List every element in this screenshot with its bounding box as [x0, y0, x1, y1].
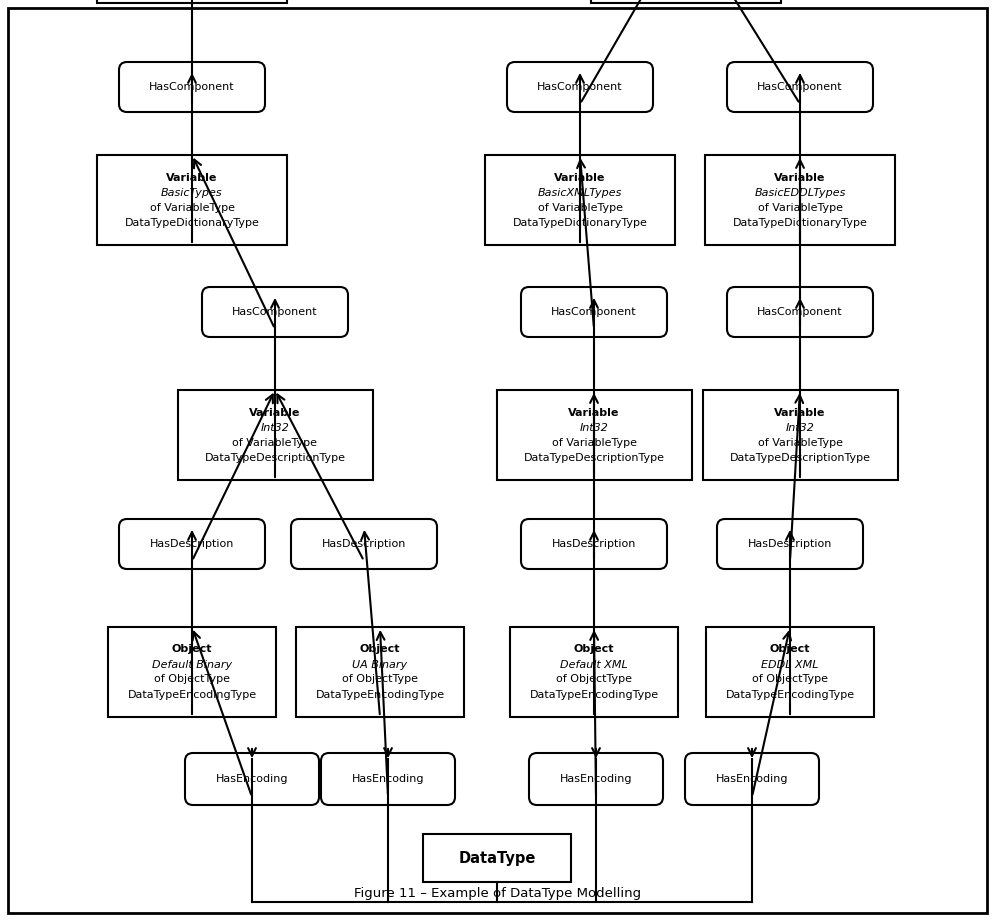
Text: HasDescription: HasDescription [552, 539, 635, 549]
FancyBboxPatch shape [119, 62, 264, 112]
Text: Variable: Variable [166, 172, 218, 182]
Bar [177, 390, 372, 480]
Text: DataTypeDictionaryType: DataTypeDictionaryType [512, 217, 647, 227]
Text: DataTypeDictionaryType: DataTypeDictionaryType [124, 217, 259, 227]
FancyBboxPatch shape [119, 519, 264, 569]
Bar [295, 627, 463, 717]
Text: Int32: Int32 [579, 423, 607, 433]
Text: BasicTypes: BasicTypes [161, 188, 223, 197]
Bar [96, 0, 286, 3]
Text: Variable: Variable [554, 172, 605, 182]
Text: Int32: Int32 [260, 423, 289, 433]
Text: of VariableType: of VariableType [537, 203, 622, 213]
Text: DataTypeDescriptionType: DataTypeDescriptionType [205, 452, 345, 462]
Text: of ObjectType: of ObjectType [342, 674, 417, 684]
Text: of VariableType: of VariableType [551, 437, 636, 448]
FancyBboxPatch shape [529, 753, 662, 805]
FancyBboxPatch shape [185, 753, 319, 805]
Text: HasComponent: HasComponent [149, 82, 235, 92]
Text: of VariableType: of VariableType [233, 437, 317, 448]
Text: Variable: Variable [773, 172, 825, 182]
Text: HasDescription: HasDescription [321, 539, 406, 549]
Text: Object: Object [574, 645, 613, 655]
Text: Variable: Variable [249, 407, 300, 417]
Text: EDDL XML: EDDL XML [760, 659, 818, 670]
Text: DataTypeDescriptionType: DataTypeDescriptionType [729, 452, 870, 462]
Bar [702, 390, 897, 480]
Text: HasEncoding: HasEncoding [715, 774, 787, 784]
FancyBboxPatch shape [521, 519, 666, 569]
Bar [705, 155, 894, 245]
Bar [496, 390, 691, 480]
Text: HasDescription: HasDescription [150, 539, 234, 549]
Text: of ObjectType: of ObjectType [556, 674, 631, 684]
Text: Figure 11 – Example of DataType Modelling: Figure 11 – Example of DataType Modellin… [354, 887, 640, 900]
Text: HasComponent: HasComponent [537, 82, 622, 92]
FancyBboxPatch shape [727, 62, 872, 112]
FancyBboxPatch shape [717, 519, 862, 569]
Bar [706, 627, 873, 717]
Text: BasicEDDLTypes: BasicEDDLTypes [753, 188, 845, 197]
Text: HasDescription: HasDescription [747, 539, 831, 549]
Text: of VariableType: of VariableType [756, 437, 842, 448]
Text: HasEncoding: HasEncoding [560, 774, 631, 784]
Text: DataType: DataType [458, 850, 535, 866]
Bar [422, 834, 571, 882]
Text: HasEncoding: HasEncoding [352, 774, 423, 784]
Text: of ObjectType: of ObjectType [751, 674, 827, 684]
Text: BasicXMLTypes: BasicXMLTypes [538, 188, 621, 197]
Text: of VariableType: of VariableType [756, 203, 842, 213]
Text: Variable: Variable [773, 407, 825, 417]
Text: DataTypeEncodingType: DataTypeEncodingType [127, 690, 256, 700]
Text: DataTypeDictionaryType: DataTypeDictionaryType [732, 217, 867, 227]
Text: Default Binary: Default Binary [152, 659, 232, 670]
FancyBboxPatch shape [202, 287, 348, 337]
Text: UA Binary: UA Binary [352, 659, 408, 670]
Text: HasComponent: HasComponent [756, 82, 842, 92]
Text: HasComponent: HasComponent [756, 307, 842, 317]
Text: of ObjectType: of ObjectType [154, 674, 230, 684]
Text: DataTypeEncodingType: DataTypeEncodingType [529, 690, 658, 700]
Text: Default XML: Default XML [560, 659, 627, 670]
Bar [510, 627, 677, 717]
Bar [96, 155, 286, 245]
FancyBboxPatch shape [727, 287, 872, 337]
Text: DataTypeDescriptionType: DataTypeDescriptionType [523, 452, 664, 462]
Bar [108, 627, 275, 717]
Text: of VariableType: of VariableType [149, 203, 235, 213]
FancyBboxPatch shape [321, 753, 454, 805]
FancyBboxPatch shape [507, 62, 652, 112]
Text: Object: Object [769, 645, 809, 655]
Bar [590, 0, 780, 3]
Bar [484, 155, 674, 245]
FancyBboxPatch shape [521, 287, 666, 337]
FancyBboxPatch shape [684, 753, 818, 805]
Text: HasEncoding: HasEncoding [216, 774, 288, 784]
FancyBboxPatch shape [290, 519, 436, 569]
Text: DataTypeEncodingType: DataTypeEncodingType [725, 690, 854, 700]
Text: HasComponent: HasComponent [232, 307, 317, 317]
Text: DataTypeEncodingType: DataTypeEncodingType [315, 690, 444, 700]
Text: Object: Object [172, 645, 212, 655]
Text: HasComponent: HasComponent [551, 307, 636, 317]
Text: Object: Object [360, 645, 400, 655]
Text: Variable: Variable [568, 407, 619, 417]
Text: Int32: Int32 [785, 423, 814, 433]
